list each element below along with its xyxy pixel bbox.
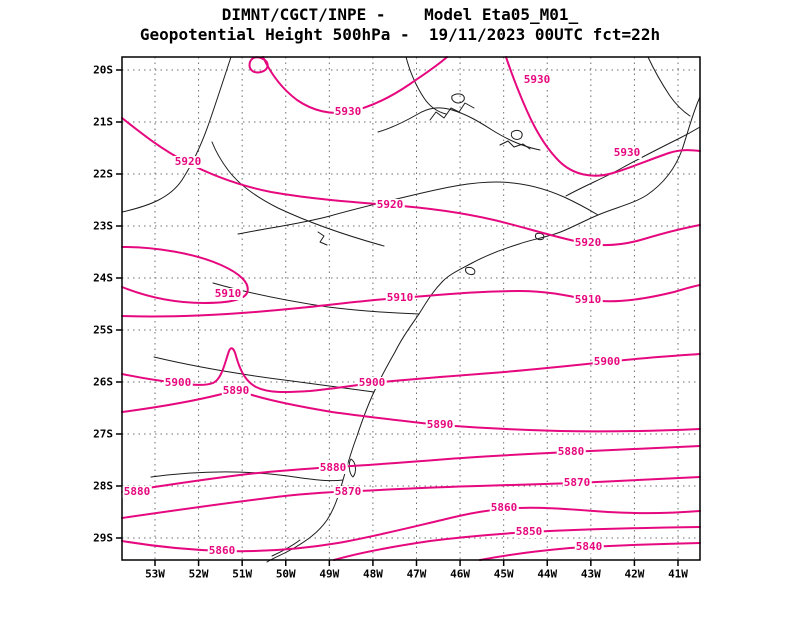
map-outlines <box>121 56 701 563</box>
contour-5870 <box>121 476 701 519</box>
state-border-sc-rs <box>150 471 344 482</box>
reservoir-blob-1 <box>451 93 465 104</box>
contour-5910-tongue <box>121 246 249 304</box>
contour-5890 <box>121 391 701 433</box>
chart-title-line1: DIMNT/CGCT/INPE - Model Eta05_M01_ <box>221 5 579 24</box>
contour-5850 <box>333 526 701 561</box>
contour-5920 <box>121 117 701 247</box>
contour-5930-east <box>505 56 701 177</box>
state-border-sp-mg-rj <box>237 181 599 235</box>
reservoir-zigzag-1 <box>429 102 475 121</box>
river-branch-north <box>405 56 447 115</box>
reservoir-blob-2 <box>510 129 523 140</box>
contour-lines <box>121 56 701 561</box>
contour-5840 <box>479 542 701 561</box>
parana-river <box>121 56 232 213</box>
river-detail-sp <box>317 231 328 246</box>
axis-ticks <box>116 69 679 566</box>
island-ilhabela <box>465 267 476 275</box>
state-border-sp-pr <box>212 282 420 315</box>
tiete-river <box>211 141 385 247</box>
island-ilha-grande <box>535 232 545 241</box>
state-border-es-north <box>647 56 691 117</box>
plot-border <box>121 56 701 561</box>
contour-5930-west <box>262 56 448 114</box>
grid-lines <box>122 57 700 560</box>
state-border-pr-sc <box>153 356 375 393</box>
coastline <box>266 96 701 563</box>
rio-grande-river <box>377 107 541 151</box>
reservoir-zigzag-2 <box>499 140 531 150</box>
island-florianopolis <box>348 458 356 478</box>
contour-5880 <box>121 445 701 493</box>
contour-5910 <box>121 284 701 318</box>
chart-title-line2: Geopotential Height 500hPa - 19/11/2023 … <box>139 25 661 44</box>
state-border-mg-rj-es <box>565 126 701 197</box>
contour-5900 <box>121 347 701 394</box>
chart-titles: DIMNT/CGCT/INPE - Model Eta05_M01_ Geopo… <box>0 5 800 45</box>
